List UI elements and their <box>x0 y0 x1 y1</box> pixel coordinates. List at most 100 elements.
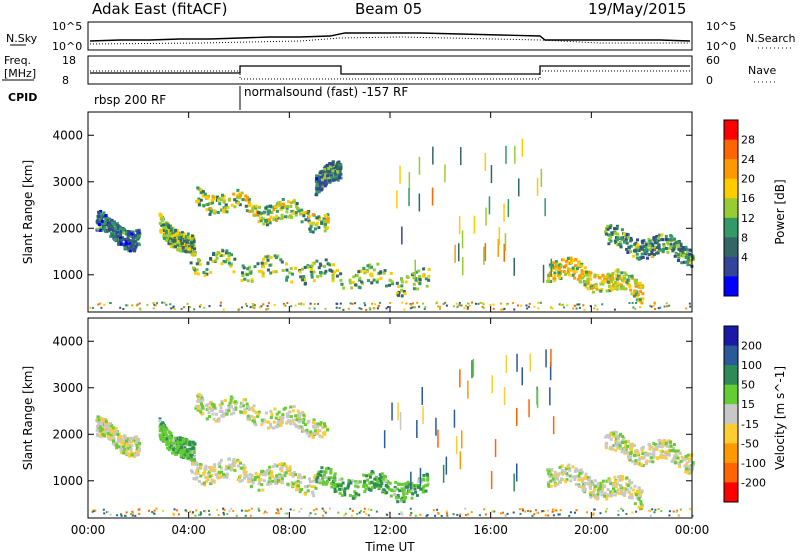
ground-scatter-cell <box>482 307 485 310</box>
echo-cell <box>275 219 279 222</box>
ground-scatter-cell <box>596 308 599 311</box>
echo-cell <box>186 454 190 458</box>
echo-cell <box>603 491 607 495</box>
echo-streak <box>418 193 421 212</box>
echo-cell <box>636 490 640 494</box>
echo-cell <box>559 480 562 484</box>
echo-cell <box>273 407 277 411</box>
echo-cell <box>388 283 391 287</box>
echo-cell <box>182 233 186 237</box>
echo-cell <box>188 441 192 445</box>
echo-cell <box>547 467 551 471</box>
ground-scatter-cell <box>204 510 207 513</box>
ground-scatter-cell <box>649 509 651 512</box>
echo-cell <box>174 232 178 236</box>
echo-cell <box>203 192 207 196</box>
echo-cell <box>169 236 173 240</box>
echo-cell <box>688 252 692 256</box>
echo-cell <box>242 411 246 415</box>
echo-cell <box>185 452 189 456</box>
echo-cell <box>605 497 609 501</box>
echo-cell <box>558 276 561 279</box>
echo-cell <box>613 475 617 479</box>
echo-cell <box>132 236 136 240</box>
ground-scatter-cell <box>542 510 545 513</box>
ground-scatter-cell <box>180 308 183 310</box>
echo-streak <box>503 243 505 262</box>
echo-cell <box>220 410 224 413</box>
colorbar-segment <box>724 139 738 160</box>
echo-cell <box>166 229 170 232</box>
echo-cell <box>390 489 394 493</box>
ground-scatter-cell <box>625 513 628 515</box>
ground-scatter-cell <box>321 507 324 510</box>
echo-cell <box>266 258 270 262</box>
echo-cell <box>317 179 321 183</box>
echo-cell <box>286 412 289 416</box>
echo-cell <box>237 459 241 463</box>
echo-cell <box>275 412 279 416</box>
ground-scatter-cell <box>222 507 225 510</box>
echo-cell <box>586 279 590 283</box>
echo-cell <box>279 208 283 212</box>
echo-cell <box>393 492 396 496</box>
echo-cell <box>264 261 268 265</box>
echo-cell <box>220 475 224 478</box>
echo-cell <box>226 472 230 476</box>
echo-cell <box>170 227 174 231</box>
echo-cell <box>341 481 345 485</box>
ground-scatter-cell <box>558 513 561 516</box>
ground-scatter-cell <box>409 507 412 510</box>
echo-cell <box>650 253 654 257</box>
echo-cell <box>603 277 607 281</box>
echo-cell <box>121 442 125 446</box>
echo-cell <box>645 241 648 245</box>
echo-cell <box>171 234 174 238</box>
echo-cell <box>240 279 244 283</box>
echo-cell <box>677 255 681 259</box>
echo-cell <box>585 270 588 274</box>
echo-cell <box>279 258 283 262</box>
ground-scatter-cell <box>156 302 158 305</box>
echo-cell <box>625 476 629 480</box>
echo-cell <box>553 470 557 474</box>
colorbar-tick-label: 100 <box>741 359 762 372</box>
echo-cell <box>103 423 107 427</box>
echo-cell <box>126 233 130 237</box>
echo-cell <box>315 221 319 225</box>
echo-streak <box>513 473 515 492</box>
echo-cell <box>188 453 192 456</box>
echo-cell <box>425 284 429 288</box>
echo-cell <box>210 478 214 482</box>
ground-scatter-cell <box>284 512 287 515</box>
echo-cell <box>628 275 632 279</box>
echo-cell <box>385 284 388 288</box>
echo-cell <box>359 269 363 273</box>
ground-scatter-cell <box>309 302 312 305</box>
echo-cell <box>277 475 281 478</box>
colorbar-segment <box>724 326 738 347</box>
ground-scatter-cell <box>161 301 164 304</box>
echo-cell <box>615 224 619 228</box>
echo-cell <box>666 450 670 454</box>
echo-cell <box>562 258 566 262</box>
echo-cell <box>329 174 333 178</box>
echo-cell <box>379 276 383 280</box>
echo-cell <box>648 447 652 451</box>
echo-cell <box>547 472 551 476</box>
echo-cell <box>664 440 668 444</box>
echo-cell <box>580 274 584 278</box>
ground-scatter-cell <box>659 306 662 309</box>
echo-cell <box>615 273 618 277</box>
echo-cell <box>300 425 304 429</box>
echo-cell <box>643 249 647 252</box>
ground-scatter-cell <box>400 511 403 514</box>
ground-scatter-cell <box>251 305 254 308</box>
echo-cell <box>323 225 327 229</box>
echo-cell <box>174 245 178 249</box>
echo-cell <box>242 398 246 402</box>
echo-cell <box>401 491 405 495</box>
ground-scatter-cell <box>252 307 255 310</box>
echo-cell <box>293 200 297 204</box>
echo-cell <box>267 472 271 476</box>
